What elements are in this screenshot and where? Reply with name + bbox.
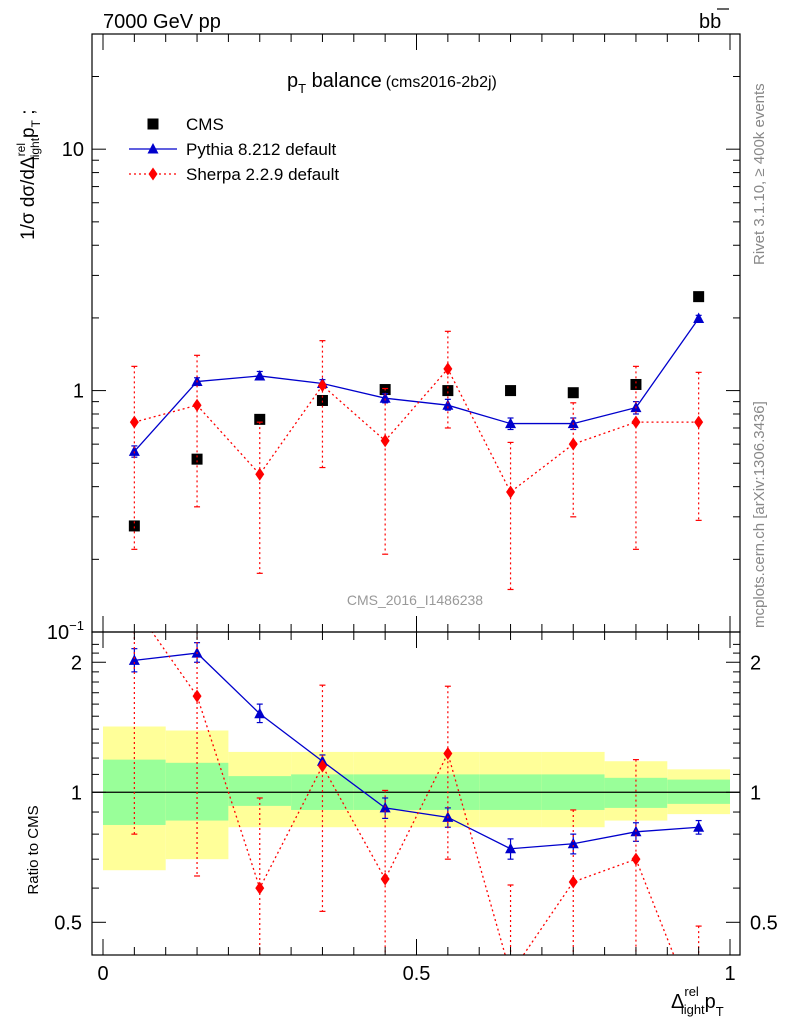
tick-exp: −1 (69, 618, 84, 633)
legend: CMS Pythia 8.212 default Sherpa 2.2.9 defa… (129, 115, 339, 184)
legend-label: Sherpa 2.2.9 default (186, 165, 339, 184)
main-series-2-point (192, 398, 202, 412)
ratio-ytick-label: 0.5 (54, 912, 82, 934)
main-series-0-point (316, 394, 328, 406)
main-series-0-point (630, 378, 642, 390)
analysis-watermark: CMS_2016_I1486238 (347, 592, 483, 608)
xtick-label: 1 (724, 963, 735, 985)
main-series-1-point (442, 399, 454, 410)
header-process-antib: b (710, 11, 721, 33)
xtick-label: 0 (97, 963, 108, 985)
ratio-series-0-line (134, 652, 699, 850)
ratio-ytick-label-right: 1 (750, 782, 761, 804)
ratio-series-1-point (443, 746, 453, 760)
ratio-xlabel: Δrel lightpT (671, 984, 724, 1019)
ratio-series-1-point (631, 852, 641, 866)
ratio-ytick-label-right: 0.5 (750, 912, 778, 934)
ratio-series-0-point (505, 842, 517, 854)
main-series-0-point (254, 413, 266, 425)
main-series-2-point (568, 437, 578, 451)
ratio-series-0-point (128, 654, 140, 665)
main-series-0-point (505, 385, 517, 397)
header-process-label: bb (699, 11, 721, 33)
ratio-ytick-label-right: 2 (750, 652, 761, 674)
ratio-series-1-point (192, 689, 202, 703)
main-ytick-label: 10 (62, 139, 84, 161)
ratio-ytick-label: 2 (71, 652, 82, 674)
main-series-1-point (128, 445, 140, 456)
tick-base: 10 (47, 622, 69, 644)
inner-band-bin (604, 777, 668, 808)
inner-band-bin (228, 776, 292, 806)
main-series-1-point (693, 312, 705, 323)
ratio-series-0-point (254, 707, 266, 719)
xtick-label: 0.5 (403, 963, 431, 985)
ratio-series-0-point (567, 837, 579, 849)
main-series-2-point (631, 415, 641, 429)
main-series-2-line (134, 367, 699, 494)
legend-label: CMS (186, 115, 224, 134)
main-series-2-point (380, 434, 390, 448)
main-series-2-point (129, 415, 139, 429)
main-series-2-point (506, 485, 516, 499)
legend-marker (147, 118, 159, 130)
ratio-series-1-point (255, 881, 265, 895)
legend-label: Pythia 8.212 default (186, 140, 337, 159)
ratio-series-1-point (317, 759, 327, 773)
main-ytick-label: 10−1 (47, 618, 84, 644)
ratio-ytick-label: 1 (71, 782, 82, 804)
mcplots-label: mcplots.cern.ch [arXiv:1306.3436] (751, 401, 768, 628)
main-series-0-point (567, 387, 579, 399)
legend-marker (148, 167, 158, 181)
main-series-layer (128, 291, 705, 591)
main-series-2-point (694, 415, 704, 429)
main-series-0-point (693, 291, 705, 303)
ratio-ylabel: Ratio to CMS (25, 805, 42, 894)
header-energy-label: 7000 GeV pp (103, 11, 221, 33)
ratio-series-0-point (693, 821, 705, 832)
main-series-2-point (317, 378, 327, 392)
ratio-series-1-point (380, 872, 390, 886)
rivet-label: Rivet 3.1.10, ≥ 400k events (751, 83, 768, 265)
ratio-series-layer (128, 632, 705, 955)
main-series-0-point (191, 453, 203, 465)
ratio-series-1-point (568, 875, 578, 889)
main-series-0-point (442, 385, 454, 397)
main-title: pT balance (cms2016-2b2j) (287, 70, 497, 96)
main-series-2-point (255, 467, 265, 481)
legend-marker (147, 143, 159, 154)
main-ytick-label: 1 (73, 381, 84, 403)
main-series-1-point (254, 369, 266, 381)
main-series-2-point (443, 362, 453, 376)
main-series-1-point (505, 417, 517, 429)
main-series-1-line (133, 318, 700, 452)
main-series-0-point (128, 520, 140, 532)
ratio-series-1-line (151, 632, 675, 955)
main-series-1-point (379, 392, 391, 403)
main-ylabel: 1/σ dσ/dΔrellightpT ; (14, 109, 43, 240)
